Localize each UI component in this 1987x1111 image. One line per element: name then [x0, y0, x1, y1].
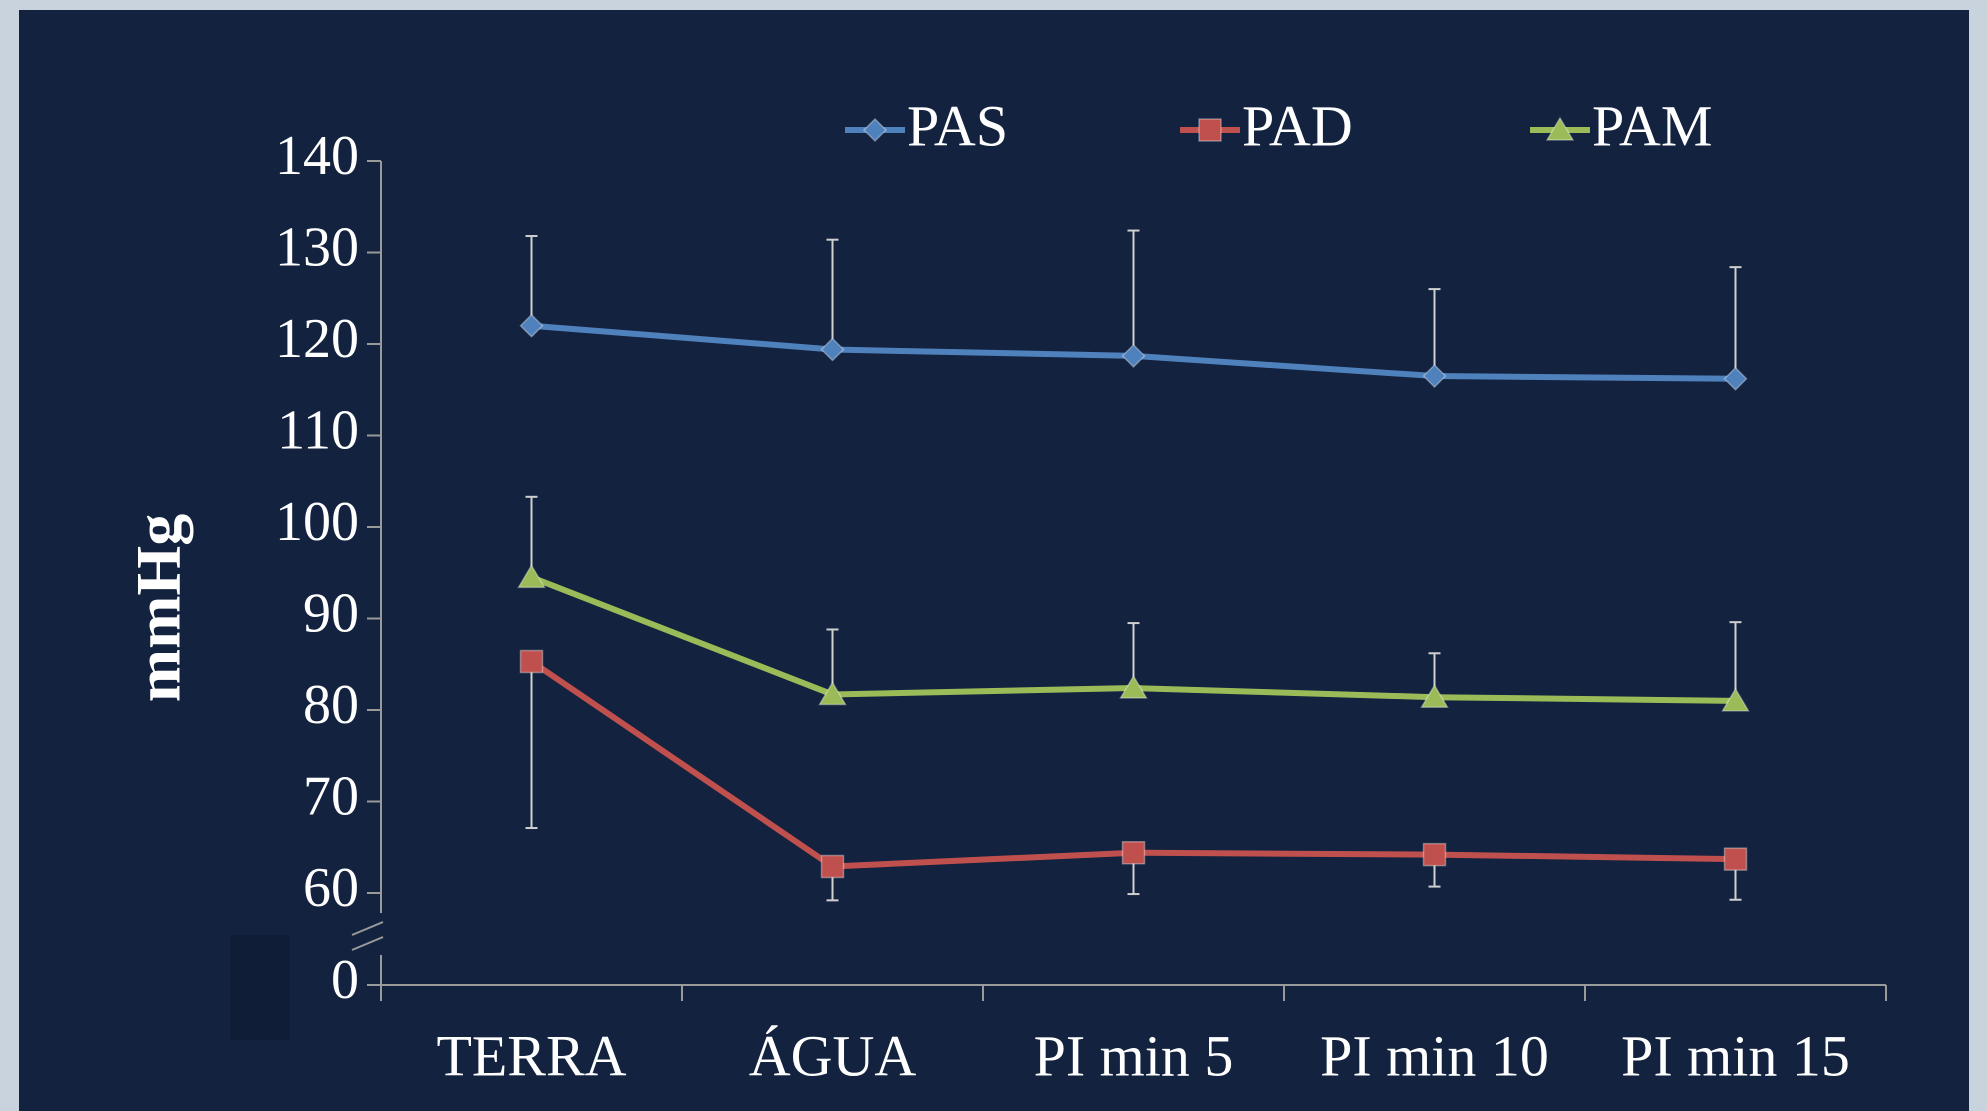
y-tick-label: 80 [303, 674, 359, 736]
marker [1199, 119, 1221, 141]
x-tick-label: PI min 15 [1621, 1023, 1850, 1088]
y-tick-label: 70 [303, 765, 359, 827]
y-tick-label: 90 [303, 582, 359, 644]
x-tick-label: TERRA [436, 1023, 626, 1088]
legend-label: PAS [907, 93, 1008, 158]
marker [1424, 844, 1446, 866]
marker [1725, 848, 1747, 870]
page: {"chart_data": {"type": "line", "y_label… [0, 0, 1987, 1111]
legend-label: PAD [1242, 93, 1353, 158]
x-tick-label: PI min 10 [1320, 1023, 1549, 1088]
x-tick-label: ÁGUA [749, 1023, 917, 1088]
y-axis-title: mmHg [123, 514, 194, 702]
y-tick-label: 60 [303, 857, 359, 919]
y-tick-label: 140 [275, 125, 359, 187]
y-tick-label: 100 [275, 491, 359, 553]
y-tick-label: 130 [275, 216, 359, 278]
legend-label: PAM [1592, 93, 1712, 158]
y-tick-label: 0 [331, 949, 359, 1011]
y-tick-label: 110 [277, 399, 359, 461]
marker [521, 651, 543, 673]
marker [1123, 842, 1145, 864]
marker [822, 855, 844, 877]
y-tick-label: 120 [275, 308, 359, 370]
chart: mmHg 0 60 70 80 90 100 110 120 130 140 TERRA ÁGUA PI… [0, 0, 1987, 1111]
axis-patch [230, 935, 290, 1040]
x-tick-label: PI min 5 [1034, 1023, 1234, 1088]
